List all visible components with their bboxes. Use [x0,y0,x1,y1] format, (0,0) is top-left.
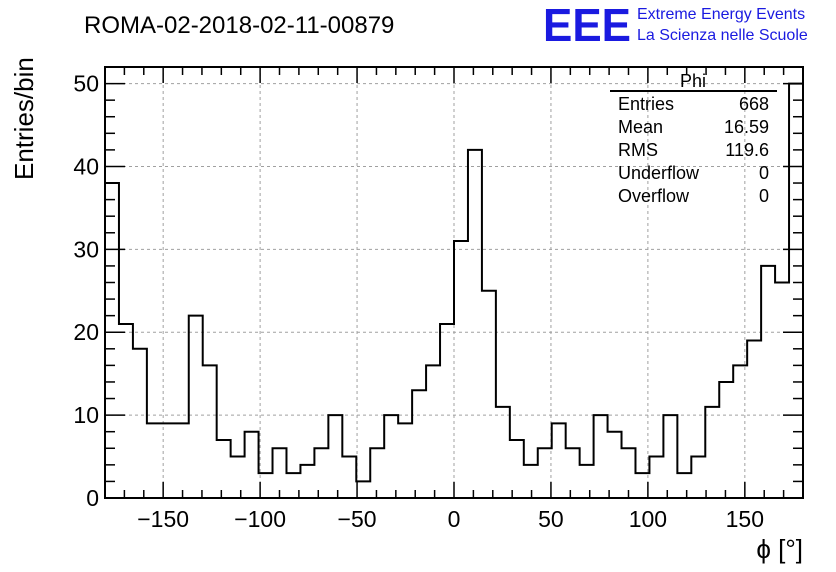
stats-row-label: Entries [618,94,674,114]
y-tick-label: 40 [73,153,99,179]
histogram-outline [105,82,803,483]
logo-mark: EEE [543,0,631,51]
stats-title: Phi [680,71,706,91]
stats-row-value: 16.59 [724,117,769,137]
y-tick-label: 20 [73,319,99,345]
y-tick-label: 10 [73,402,99,428]
logo-line-2: La Scienza nelle Scuole [637,27,808,44]
y-tick-label: 0 [86,485,99,511]
y-tick-label: 50 [73,71,99,97]
x-tick-label: 50 [538,506,564,532]
stats-row-label: Overflow [618,186,690,206]
x-tick-label: 100 [629,506,667,532]
stats-row-value: 119.6 [725,140,769,160]
x-tick-labels: −150 −100 −50 0 50 100 150 [137,506,764,532]
stats-row-value: 668 [739,94,769,114]
plot-frame [104,66,804,499]
logo-line-1: Extreme Energy Events [637,6,805,23]
y-tick-labels: 0 10 20 30 40 50 [73,71,99,511]
chart-title: ROMA-02-2018-02-11-00879 [84,12,394,39]
x-tick-label: −100 [234,506,286,532]
x-tick-label: 150 [726,506,764,532]
x-tick-label: 0 [448,506,461,532]
y-axis-label: Entries/bin [9,57,39,180]
stats-row-label: Mean [618,117,663,137]
stats-box: Phi Entries 668 Mean 16.59 RMS 119.6 Underflow… [610,71,777,206]
stats-row-value: 0 [759,163,769,183]
x-axis-label: ϕ [°] [756,534,803,564]
y-tick-label: 30 [73,236,99,262]
stats-row-value: 0 [759,186,769,206]
stats-row-label: Underflow [618,163,700,183]
eee-logo: EEE Extreme Energy Events La Scienza nel… [543,0,808,51]
x-tick-label: −50 [338,506,377,532]
x-tick-label: −150 [137,506,189,532]
stats-rows: Entries 668 Mean 16.59 RMS 119.6 Underflow 0 Ove… [618,94,769,206]
stats-row-label: RMS [618,140,658,160]
